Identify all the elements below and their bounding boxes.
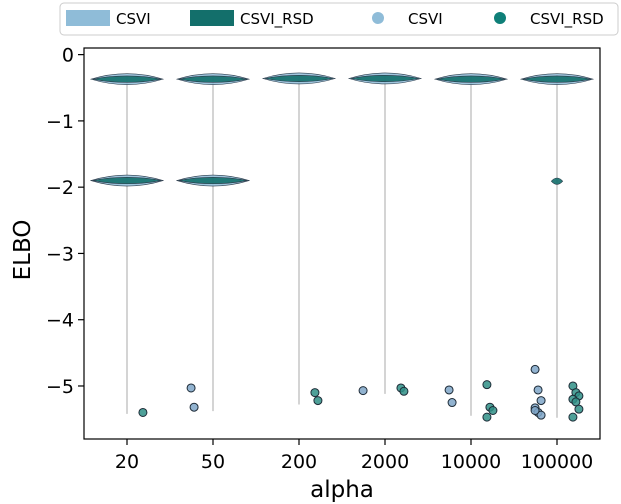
legend-swatch-csvi: [66, 10, 110, 26]
violin-csvi-rsd: [436, 75, 506, 83]
x-tick-label: 2000: [361, 451, 409, 473]
y-axis: 0 −1 −2 −3 −4 −5: [46, 45, 84, 398]
legend-marker-csvi-rsd-point: [494, 12, 506, 24]
point-csvi-rsd: [399, 386, 409, 396]
point-csvi: [444, 385, 454, 395]
y-tick-label: −3: [46, 243, 74, 265]
violin-csvi-rsd: [92, 177, 162, 185]
y-axis-title: ELBO: [10, 220, 36, 281]
plot-area: [89, 72, 595, 422]
x-tick-label: 20: [115, 451, 139, 473]
point-csvi: [189, 402, 199, 412]
point-csvi: [536, 410, 546, 420]
violin-csvi-rsd: [522, 75, 592, 83]
x-axis-title: alpha: [310, 477, 374, 503]
x-tick-label: 10000: [441, 451, 501, 473]
legend-marker-csvi-point: [372, 12, 384, 24]
point-csvi-rsd: [488, 406, 498, 416]
y-tick-label: −4: [46, 310, 74, 332]
y-tick-label: −1: [46, 111, 74, 133]
violin-csvi-rsd: [178, 177, 248, 185]
plot-frame: [83, 47, 601, 440]
point-csvi: [358, 386, 368, 396]
x-tick-label: 100000: [521, 451, 594, 473]
violin-csvi-rsd: [350, 75, 420, 82]
legend-label-csvi-point: CSVI: [408, 10, 443, 28]
point-csvi-rsd: [482, 412, 492, 422]
legend-swatch-csvi-rsd: [190, 10, 234, 26]
point-csvi-rsd: [482, 380, 492, 390]
point-csvi: [530, 364, 540, 374]
violin-csvi-rsd: [550, 177, 564, 185]
violin-csvi-rsd: [178, 75, 248, 83]
y-tick-label: −2: [46, 177, 74, 199]
legend: CSVI CSVI_RSD CSVI CSVI_RSD: [59, 2, 619, 36]
point-csvi-rsd: [574, 404, 584, 414]
legend-label-csvi: CSVI: [116, 10, 151, 28]
point-csvi-rsd: [313, 396, 323, 406]
violin-csvi-rsd: [264, 75, 334, 82]
legend-label-csvi-rsd-point: CSVI_RSD: [530, 10, 604, 29]
point-csvi: [186, 383, 196, 393]
point-csvi-rsd: [568, 412, 578, 422]
violin-csvi-rsd: [92, 75, 162, 83]
point-csvi-rsd: [310, 388, 320, 398]
y-tick-label: −5: [46, 376, 74, 398]
x-axis: 20 50 200 2000 10000 100000: [115, 439, 593, 473]
point-csvi-rsd: [138, 407, 148, 417]
point-csvi: [447, 398, 457, 408]
legend-label-csvi-rsd: CSVI_RSD: [240, 10, 314, 29]
y-tick-label: 0: [62, 45, 74, 67]
x-tick-label: 50: [201, 451, 225, 473]
point-csvi: [533, 385, 543, 395]
point-csvi: [530, 406, 540, 416]
point-csvi: [536, 396, 546, 406]
x-tick-label: 200: [281, 451, 317, 473]
